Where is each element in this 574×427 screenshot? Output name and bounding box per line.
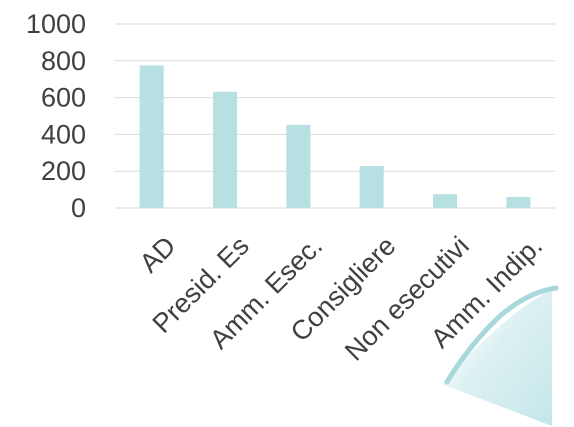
bar-amm-indip	[506, 196, 531, 208]
gridlines	[115, 23, 555, 209]
y-tick-label: 400	[41, 119, 86, 149]
y-axis-tick-labels: 0 200 400 600 800 1000	[26, 9, 86, 223]
bar-ad	[139, 65, 164, 209]
page-curl-decoration	[442, 285, 559, 426]
y-tick-label: 0	[71, 193, 86, 223]
bar-amm-esec	[286, 124, 311, 208]
y-tick-label: 200	[41, 156, 86, 186]
bar-non-esecutivi	[433, 194, 457, 208]
page-curl-edge	[444, 285, 559, 385]
bar-presid-es	[213, 91, 237, 208]
y-tick-label: 1000	[26, 9, 86, 39]
x-category-label: AD	[134, 231, 182, 279]
bar-consigliere	[359, 166, 384, 208]
bars	[139, 65, 531, 209]
page-curl-fill	[442, 290, 552, 426]
y-tick-label: 800	[41, 46, 86, 76]
y-tick-label: 600	[41, 83, 86, 113]
